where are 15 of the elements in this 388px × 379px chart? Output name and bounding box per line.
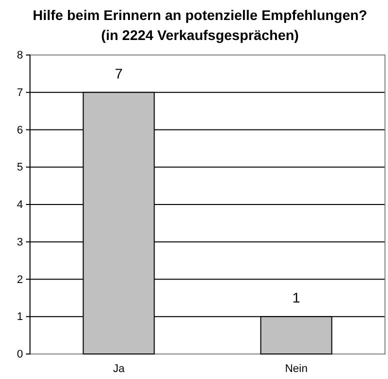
y-tick-label: 0 [16, 348, 23, 361]
chart-subtitle: (in 2224 Verkaufsgesprächen) [101, 27, 299, 43]
y-tick-label: 2 [16, 274, 23, 286]
x-tick-label: Nein [284, 362, 308, 375]
y-tick-label: 5 [16, 162, 23, 174]
y-tick-label: 4 [16, 199, 23, 212]
data-label: 1 [292, 290, 300, 306]
chart-title: Hilfe beim Erinnern an potenzielle Empfehlungen? [32, 7, 368, 23]
y-tick-label: 6 [16, 124, 23, 136]
y-tick-label: 7 [16, 86, 23, 99]
x-tick-label: Ja [112, 362, 126, 375]
y-tick-label: 8 [16, 50, 23, 62]
y-tick-label: 3 [16, 236, 23, 248]
y-tick-label: 1 [16, 311, 23, 324]
data-label: 7 [114, 65, 123, 82]
